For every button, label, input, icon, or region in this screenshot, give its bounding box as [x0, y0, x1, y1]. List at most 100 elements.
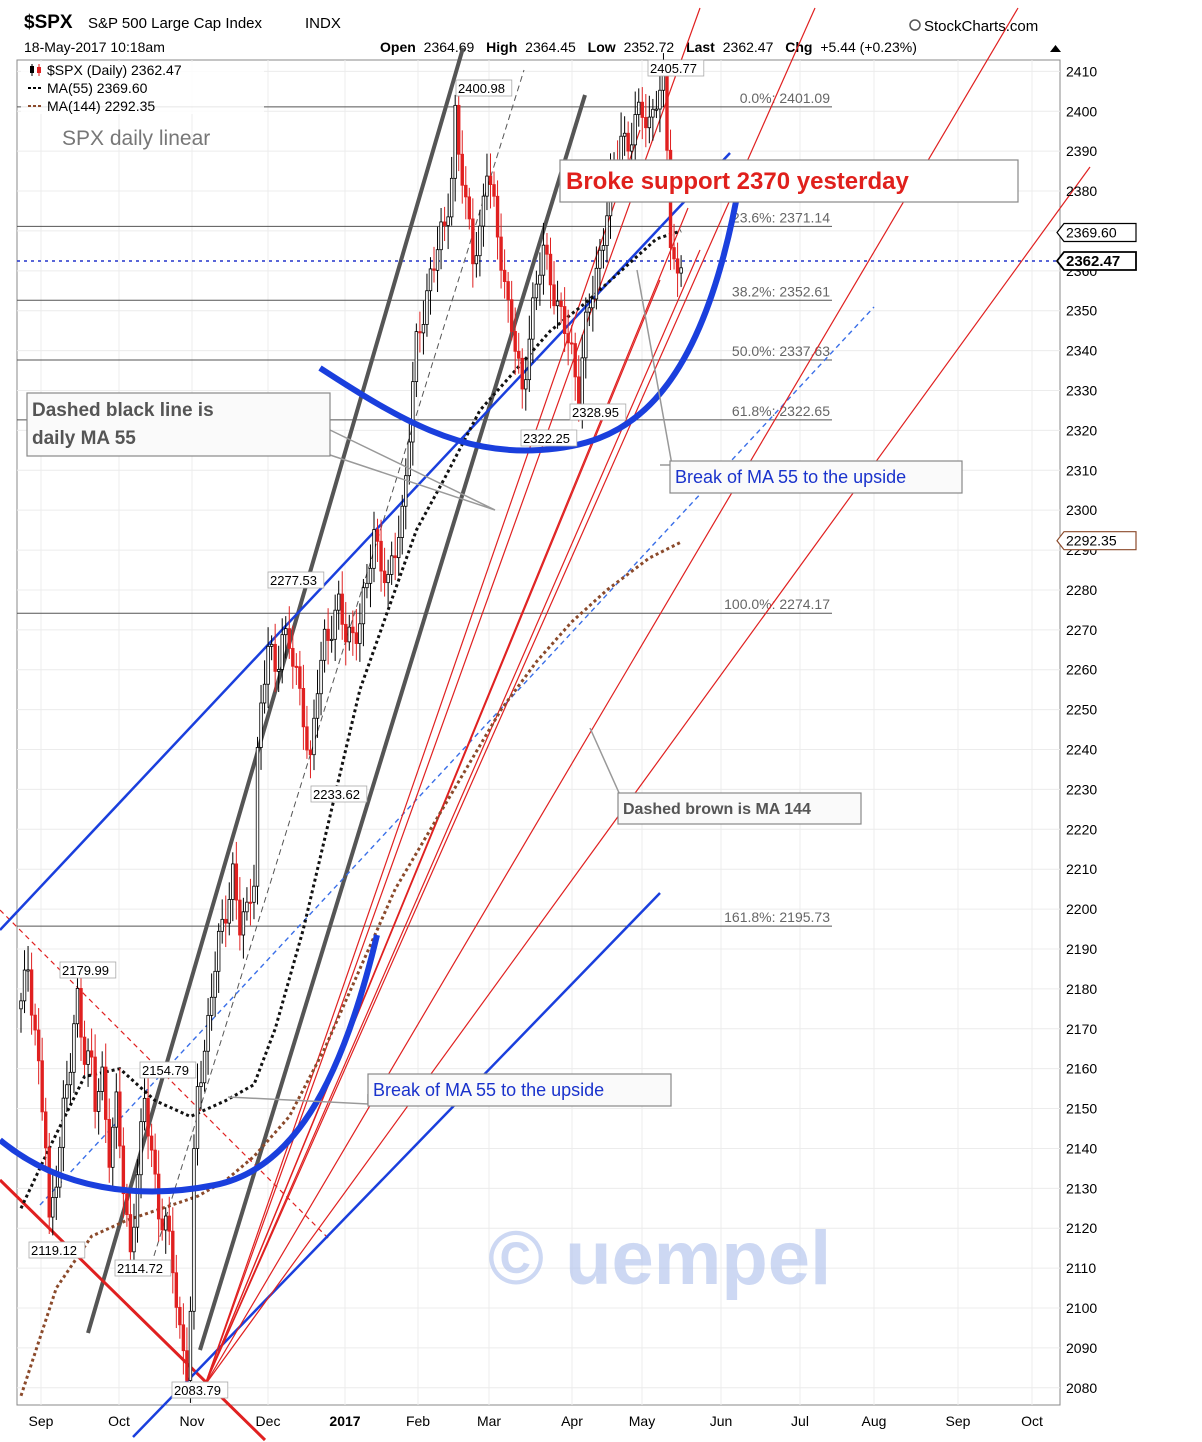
candle-body: [538, 274, 542, 285]
candle-body: [449, 177, 454, 218]
x-tick-label: Mar: [477, 1413, 501, 1429]
last-value: 2362.47: [723, 39, 774, 55]
candle-body: [238, 899, 242, 936]
candle-body: [209, 996, 214, 1016]
candle-body: [86, 1050, 90, 1065]
y-tick-label: 2110: [1066, 1260, 1096, 1276]
y-tick-label: 2230: [1066, 781, 1097, 797]
candle-body: [354, 632, 359, 644]
candle-body: [633, 114, 637, 146]
fib-label: 23.6%: 2371.14: [732, 209, 830, 225]
candle-body: [432, 268, 436, 271]
chg-value: +5.44 (+0.23%): [820, 39, 917, 55]
y-tick-label: 2090: [1066, 1340, 1097, 1356]
fib-label: 0.0%: 2401.09: [740, 90, 831, 106]
y-tick-label: 2080: [1066, 1380, 1097, 1396]
candle-body: [312, 717, 316, 756]
axis-badge-value: 2369.60: [1066, 225, 1117, 241]
candle-body: [569, 342, 574, 345]
source-logo-text[interactable]: StockCharts.com: [924, 18, 1038, 35]
candle-body: [79, 988, 83, 1038]
candle-body: [492, 184, 496, 197]
candle-body: [679, 267, 683, 274]
candle-body: [520, 357, 524, 390]
candle-body: [651, 108, 655, 118]
candle-body: [51, 1197, 55, 1218]
candle-body: [411, 381, 415, 443]
candle-body: [397, 537, 401, 559]
candle-body: [301, 688, 306, 728]
candle-body: [347, 626, 351, 643]
price-label-box: [28, 1241, 86, 1259]
candle-body: [139, 1121, 143, 1176]
legend-candle-icon: [30, 64, 41, 76]
candle-body: [195, 1086, 200, 1149]
callout-dashed-brown: Dashed brown is MA 144: [589, 727, 862, 825]
candle-body: [548, 253, 553, 286]
grey-dashed-line: [147, 69, 525, 1276]
candle-body: [552, 284, 556, 307]
callout-broke-support-text: Broke support 2370 yesterday: [566, 168, 909, 195]
candle-body: [379, 540, 383, 572]
collapse-caret-icon[interactable]: [1050, 45, 1061, 52]
candle-body: [442, 221, 447, 226]
y-tick-label: 2380: [1066, 183, 1097, 199]
candle-body: [457, 104, 461, 155]
x-tick-label: Sep: [29, 1413, 54, 1429]
price-label: 2233.62: [313, 787, 360, 802]
candle-body: [142, 1097, 147, 1123]
legend-ma144: MA(144) 2292.35: [47, 98, 155, 114]
y-tick-label: 2280: [1066, 582, 1097, 598]
candle-body: [654, 108, 659, 111]
candle-body: [65, 1084, 69, 1099]
candle-body: [68, 1071, 73, 1086]
candle-body: [647, 116, 652, 129]
price-label: 2083.79: [174, 1383, 221, 1398]
candle-body: [40, 1060, 44, 1113]
price-label-box: [267, 571, 325, 589]
chg-label: Chg: [785, 39, 812, 55]
candle-body: [531, 297, 535, 340]
candle-body: [464, 184, 468, 198]
stockcharts-logo-icon: [909, 19, 921, 31]
candle-body: [562, 306, 567, 334]
x-tick-label: Dec: [256, 1413, 281, 1429]
right-axis-badges: 2369.60 2362.47 2292.35: [1055, 222, 1137, 551]
candle-body: [555, 300, 560, 307]
candle-body: [361, 587, 366, 625]
candle-body: [255, 747, 260, 887]
price-label: 2179.99: [62, 963, 109, 978]
callout-dashed-brown-text: Dashed brown is MA 144: [623, 801, 811, 818]
candle-body: [637, 101, 641, 115]
candle-body: [601, 245, 606, 251]
y-tick-label: 2100: [1066, 1300, 1097, 1316]
candle-body: [125, 1193, 129, 1215]
candle-body: [252, 885, 256, 903]
x-tick-label: Jun: [710, 1413, 733, 1429]
x-tick-label: Aug: [862, 1413, 887, 1429]
candle-body: [566, 333, 570, 344]
candle-body: [224, 918, 228, 924]
candle-body: [234, 863, 239, 901]
candle-body: [284, 628, 288, 636]
price-label-box: [569, 403, 627, 421]
candle-body: [439, 221, 443, 251]
candle-body: [365, 582, 369, 589]
callout-break-bottom: Break of MA 55 to the upside: [227, 1073, 672, 1107]
candle-body: [404, 475, 408, 507]
candle-body: [132, 1226, 136, 1253]
price-label-box: [59, 961, 117, 979]
candle-body: [121, 1145, 126, 1195]
candle-body: [149, 1135, 154, 1151]
watermark: © uempel: [488, 1216, 831, 1301]
low-value: 2352.72: [624, 39, 675, 55]
candle-body: [22, 969, 27, 1002]
candle-body: [315, 693, 320, 719]
candle-body: [287, 628, 291, 649]
fib-label: 38.2%: 2352.61: [732, 283, 830, 299]
candle-body: [467, 196, 472, 220]
candle-body: [481, 195, 486, 227]
candle-body: [156, 1173, 161, 1220]
candle-body: [545, 244, 549, 255]
candle-body: [294, 665, 299, 668]
